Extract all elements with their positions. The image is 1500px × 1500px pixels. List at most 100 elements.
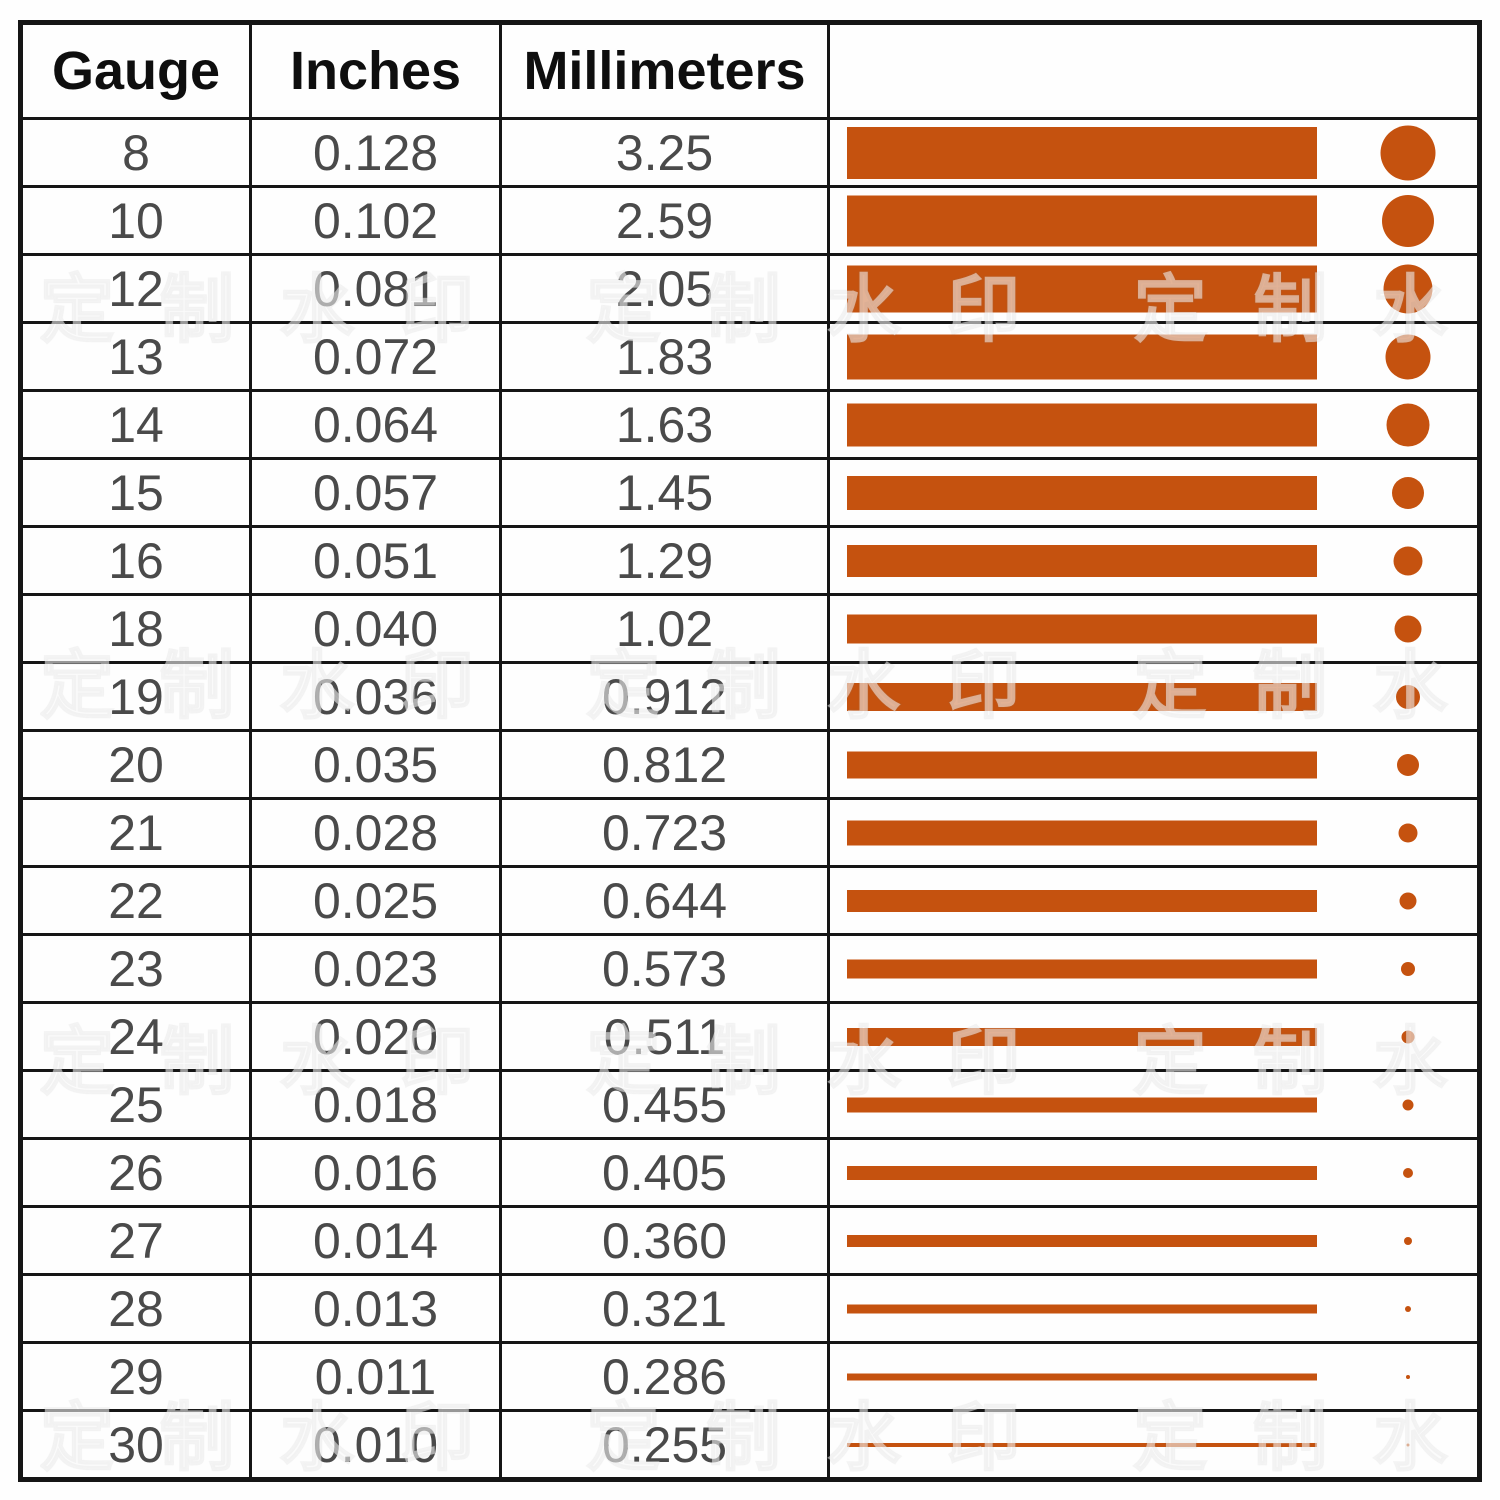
inches-cell: 0.036 xyxy=(249,661,502,732)
mm-cell: 1.02 xyxy=(499,593,830,664)
wire-diameter-dot xyxy=(1396,684,1420,709)
gauge-cell: 20 xyxy=(19,729,252,800)
header-inches: Inches xyxy=(249,21,502,120)
table-row: 15 0.057 1.45 xyxy=(19,457,1481,528)
wire-thickness-bar xyxy=(847,1373,1317,1380)
table-row: 20 0.035 0.812 xyxy=(19,729,1481,800)
mm-cell: 0.812 xyxy=(499,729,830,800)
wire-thickness-bar xyxy=(847,1097,1317,1112)
gauge-cell: 26 xyxy=(19,1137,252,1208)
mm-cell: 2.05 xyxy=(499,253,830,324)
wire-thickness-bar xyxy=(847,1442,1317,1447)
gauge-cell: 25 xyxy=(19,1069,252,1140)
mm-cell: 0.286 xyxy=(499,1341,830,1412)
wire-thickness-bar xyxy=(847,682,1317,711)
visual-cell xyxy=(827,1137,1481,1208)
inches-cell: 0.010 xyxy=(249,1409,502,1481)
mm-cell: 0.644 xyxy=(499,865,830,936)
wire-diameter-dot xyxy=(1393,546,1423,575)
table-row: 10 0.102 2.59 xyxy=(19,185,1481,256)
wire-diameter-dot xyxy=(1394,615,1422,642)
visual-cell xyxy=(827,457,1481,528)
visual-cell xyxy=(827,933,1481,1004)
wire-thickness-bar xyxy=(847,544,1317,577)
wire-diameter-dot xyxy=(1392,476,1424,509)
gauge-cell: 15 xyxy=(19,457,252,528)
wire-thickness-bar xyxy=(847,751,1317,778)
wire-thickness-bar xyxy=(847,403,1317,446)
wire-diameter-dot xyxy=(1401,961,1415,976)
wire-diameter-dot xyxy=(1398,823,1418,842)
gauge-cell: 23 xyxy=(19,933,252,1004)
inches-cell: 0.028 xyxy=(249,797,502,868)
mm-cell: 0.511 xyxy=(499,1001,830,1072)
table-row: 18 0.040 1.02 xyxy=(19,593,1481,664)
inches-cell: 0.057 xyxy=(249,457,502,528)
header-gauge: Gauge xyxy=(19,21,252,120)
gauge-cell: 16 xyxy=(19,525,252,596)
gauge-cell: 22 xyxy=(19,865,252,936)
mm-cell: 0.405 xyxy=(499,1137,830,1208)
gauge-cell: 10 xyxy=(19,185,252,256)
wire-diameter-dot xyxy=(1399,892,1417,909)
gauge-conversion-table: Gauge Inches Millimeters 8 0.128 3.25 10… xyxy=(18,20,1482,1482)
table-row: 13 0.072 1.83 xyxy=(19,321,1481,392)
mm-cell: 0.723 xyxy=(499,797,830,868)
mm-cell: 0.255 xyxy=(499,1409,830,1481)
table-row: 24 0.020 0.511 xyxy=(19,1001,1481,1072)
wire-diameter-dot xyxy=(1386,403,1430,446)
wire-diameter-dot xyxy=(1397,753,1419,776)
wire-thickness-bar xyxy=(847,889,1317,912)
mm-cell: 0.455 xyxy=(499,1069,830,1140)
mm-cell: 1.63 xyxy=(499,389,830,460)
mm-cell: 3.25 xyxy=(499,117,830,188)
wire-thickness-bar xyxy=(847,820,1317,845)
wire-thickness-bar xyxy=(847,334,1317,379)
table-row: 25 0.018 0.455 xyxy=(19,1069,1481,1140)
wire-thickness-bar xyxy=(847,1027,1317,1046)
visual-cell xyxy=(827,1273,1481,1344)
visual-cell xyxy=(827,593,1481,664)
wire-thickness-bar xyxy=(847,959,1317,978)
wire-thickness-bar xyxy=(847,126,1317,179)
table-row: 23 0.023 0.573 xyxy=(19,933,1481,1004)
visual-cell xyxy=(827,389,1481,460)
visual-cell xyxy=(827,661,1481,732)
wire-diameter-dot xyxy=(1406,1374,1410,1379)
inches-cell: 0.014 xyxy=(249,1205,502,1276)
mm-cell: 0.360 xyxy=(499,1205,830,1276)
wire-diameter-dot xyxy=(1402,1099,1414,1110)
gauge-cell: 12 xyxy=(19,253,252,324)
inches-cell: 0.035 xyxy=(249,729,502,800)
gauge-cell: 30 xyxy=(19,1409,252,1481)
inches-cell: 0.102 xyxy=(249,185,502,256)
inches-cell: 0.011 xyxy=(249,1341,502,1412)
wire-thickness-bar xyxy=(847,475,1317,510)
table-row: 29 0.011 0.286 xyxy=(19,1341,1481,1412)
gauge-cell: 27 xyxy=(19,1205,252,1276)
wire-diameter-dot xyxy=(1403,1167,1413,1178)
gauge-cell: 21 xyxy=(19,797,252,868)
table-header: Gauge Inches Millimeters xyxy=(19,21,1481,120)
gauge-cell: 13 xyxy=(19,321,252,392)
mm-cell: 0.912 xyxy=(499,661,830,732)
inches-cell: 0.018 xyxy=(249,1069,502,1140)
wire-thickness-bar xyxy=(847,1165,1317,1180)
mm-cell: 0.573 xyxy=(499,933,830,1004)
mm-cell: 1.29 xyxy=(499,525,830,596)
wire-thickness-bar xyxy=(847,1234,1317,1247)
visual-cell xyxy=(827,865,1481,936)
table-row: 21 0.028 0.723 xyxy=(19,797,1481,868)
table-row: 26 0.016 0.405 xyxy=(19,1137,1481,1208)
mm-cell: 2.59 xyxy=(499,185,830,256)
inches-cell: 0.023 xyxy=(249,933,502,1004)
visual-cell xyxy=(827,1341,1481,1412)
visual-cell xyxy=(827,797,1481,868)
inches-cell: 0.064 xyxy=(249,389,502,460)
header-millimeters: Millimeters xyxy=(499,21,830,120)
gauge-cell: 8 xyxy=(19,117,252,188)
mm-cell: 1.45 xyxy=(499,457,830,528)
wire-diameter-dot xyxy=(1380,125,1436,180)
table-row: 22 0.025 0.644 xyxy=(19,865,1481,936)
visual-cell xyxy=(827,1205,1481,1276)
